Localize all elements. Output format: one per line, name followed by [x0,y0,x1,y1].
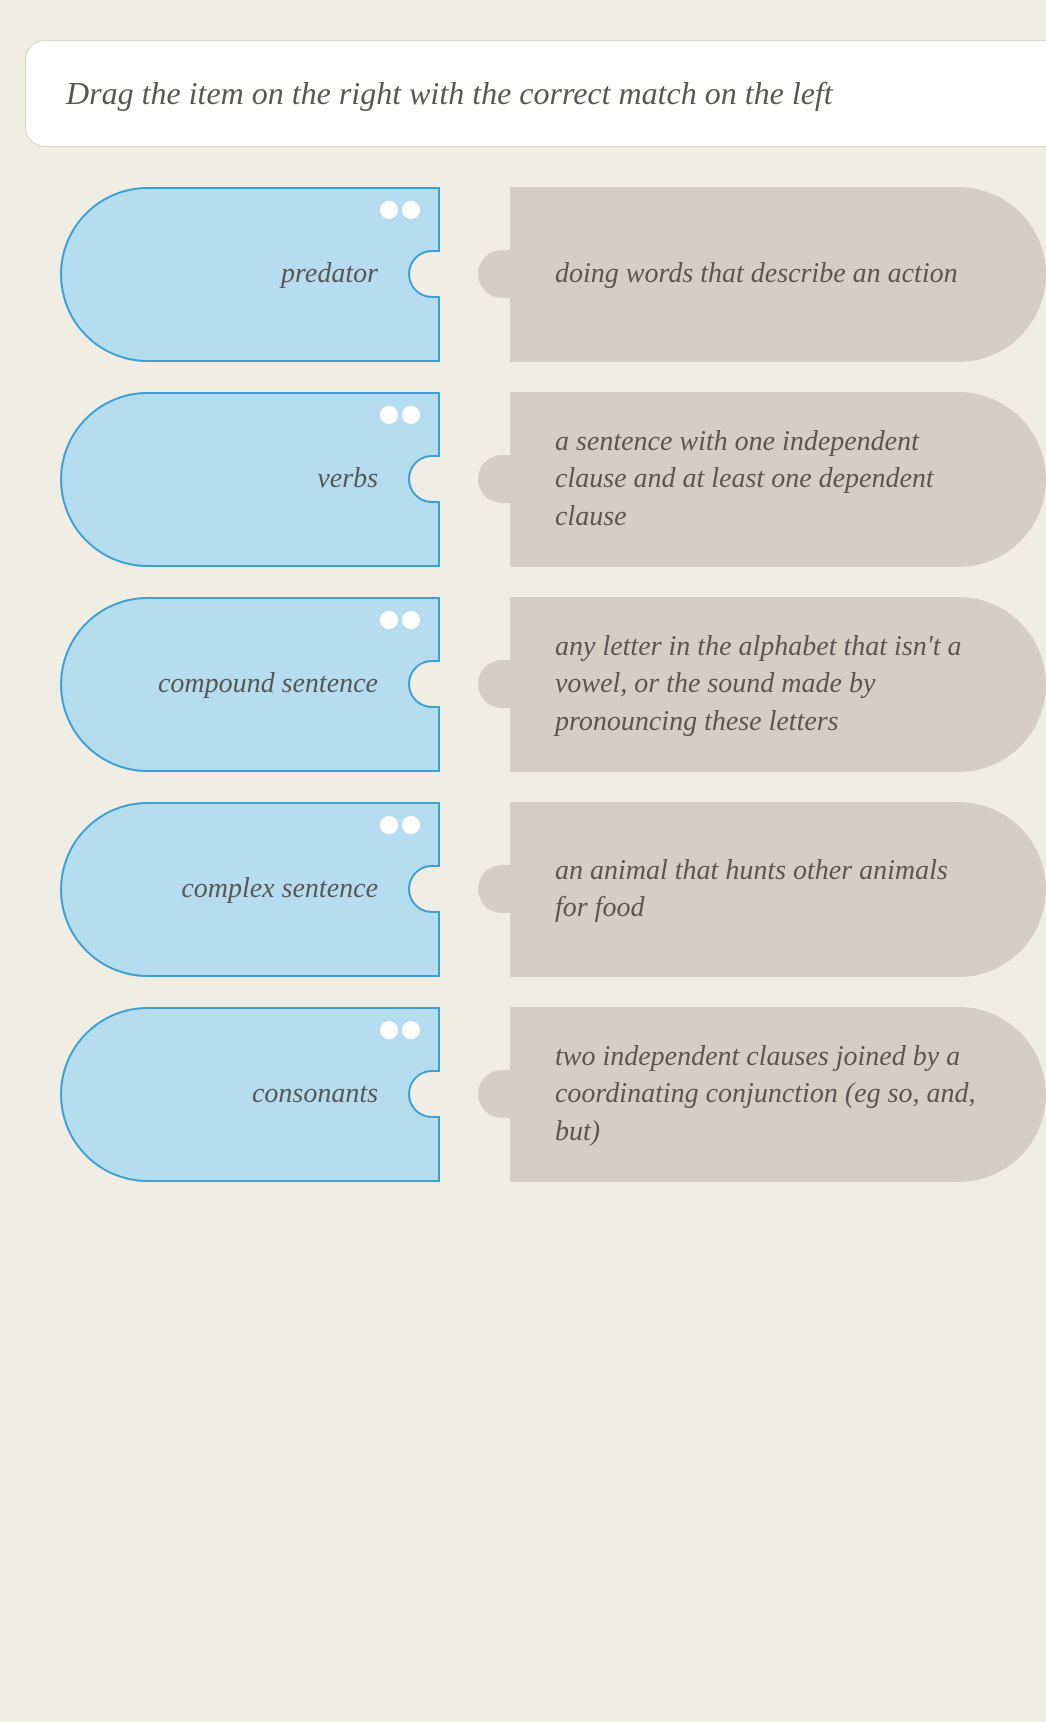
right-label: doing words that describe an action [555,255,958,293]
left-puzzle-piece[interactable]: verbs [60,392,440,567]
dot-icon [402,611,420,629]
dot-icon [402,406,420,424]
left-puzzle-piece[interactable]: compound sentence [60,597,440,772]
right-label: two independent clauses joined by a coor… [555,1038,986,1151]
left-puzzle-piece[interactable]: predator [60,187,440,362]
puzzle-notch-icon [408,250,440,298]
drag-handle-dots [380,201,420,219]
right-label: any letter in the alphabet that isn't a … [555,628,986,741]
right-puzzle-piece[interactable]: doing words that describe an action [510,187,1046,362]
right-label: an animal that hunts other animals for f… [555,852,986,928]
left-label: complex sentence [181,873,378,905]
left-label: compound sentence [158,668,378,700]
right-puzzle-piece[interactable]: an animal that hunts other animals for f… [510,802,1046,977]
left-label: predator [281,258,378,290]
pair-row: complex sentence an animal that hunts ot… [60,802,1046,977]
right-puzzle-piece[interactable]: two independent clauses joined by a coor… [510,1007,1046,1182]
right-label: a sentence with one independent clause a… [555,423,986,536]
left-puzzle-piece[interactable]: consonants [60,1007,440,1182]
dot-icon [380,1021,398,1039]
right-puzzle-piece[interactable]: any letter in the alphabet that isn't a … [510,597,1046,772]
pair-row: compound sentence any letter in the alph… [60,597,1046,772]
right-puzzle-piece[interactable]: a sentence with one independent clause a… [510,392,1046,567]
pairs-container: predator doing words that describe an ac… [0,187,1046,1252]
dot-icon [402,816,420,834]
pair-row: consonants two independent clauses joine… [60,1007,1046,1182]
left-label: consonants [252,1078,378,1110]
instruction-text: Drag the item on the right with the corr… [66,75,833,111]
puzzle-notch-icon [408,455,440,503]
pair-row: predator doing words that describe an ac… [60,187,1046,362]
drag-handle-dots [380,1021,420,1039]
drag-handle-dots [380,611,420,629]
puzzle-notch-icon [408,1070,440,1118]
instruction-box: Drag the item on the right with the corr… [25,40,1046,147]
drag-handle-dots [380,816,420,834]
dot-icon [380,406,398,424]
puzzle-notch-icon [408,660,440,708]
left-puzzle-piece[interactable]: complex sentence [60,802,440,977]
left-label: verbs [317,463,378,495]
dot-icon [402,1021,420,1039]
dot-icon [380,201,398,219]
dot-icon [402,201,420,219]
pair-row: verbs a sentence with one independent cl… [60,392,1046,567]
dot-icon [380,816,398,834]
dot-icon [380,611,398,629]
puzzle-notch-icon [408,865,440,913]
drag-handle-dots [380,406,420,424]
